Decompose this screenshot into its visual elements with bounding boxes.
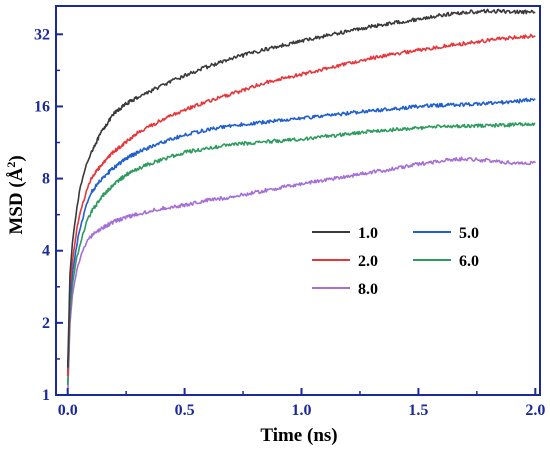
y-axis-title-superscript: 2 xyxy=(4,162,18,168)
x-tick-label: 0.5 xyxy=(175,402,195,419)
y-tick-label: 16 xyxy=(34,98,50,115)
legend-label-5-0: 5.0 xyxy=(459,225,479,242)
y-tick-label: 2 xyxy=(42,315,50,332)
legend-label-2-0: 2.0 xyxy=(358,253,378,270)
y-tick-label: 32 xyxy=(34,26,50,43)
x-tick-label: 0.0 xyxy=(58,402,78,419)
x-axis: 0.0 0.5 1.0 1.5 2.0 xyxy=(58,388,545,419)
y-axis-title-close: ) xyxy=(6,155,27,161)
y-tick-label: 4 xyxy=(42,243,50,260)
y-axis-title: MSD (Å2) xyxy=(4,155,27,234)
legend-label-6-0: 6.0 xyxy=(459,253,479,270)
x-tick-label: 1.0 xyxy=(292,402,312,419)
x-axis-title: Time (ns) xyxy=(260,425,337,446)
series-line-5-0 xyxy=(66,97,536,377)
legend: 1.0 2.0 8.0 5.0 6.0 xyxy=(312,225,479,298)
plot-frame xyxy=(55,5,541,396)
y-tick-label: 8 xyxy=(42,171,50,188)
x-tick-label: 2.0 xyxy=(525,402,545,419)
y-axis: 1 2 4 8 16 32 xyxy=(34,26,63,404)
series-line-1-0 xyxy=(66,8,536,368)
y-axis-title-base: MSD (Å xyxy=(6,167,27,234)
series-layer xyxy=(66,8,536,396)
series-line-2-0 xyxy=(66,33,536,377)
x-tick-label: 1.5 xyxy=(408,402,428,419)
legend-label-1-0: 1.0 xyxy=(358,225,378,242)
series-line-6-0 xyxy=(66,122,536,386)
series-line-8-0 xyxy=(66,156,536,396)
y-tick-label: 1 xyxy=(42,387,50,404)
legend-label-8-0: 8.0 xyxy=(358,281,378,298)
